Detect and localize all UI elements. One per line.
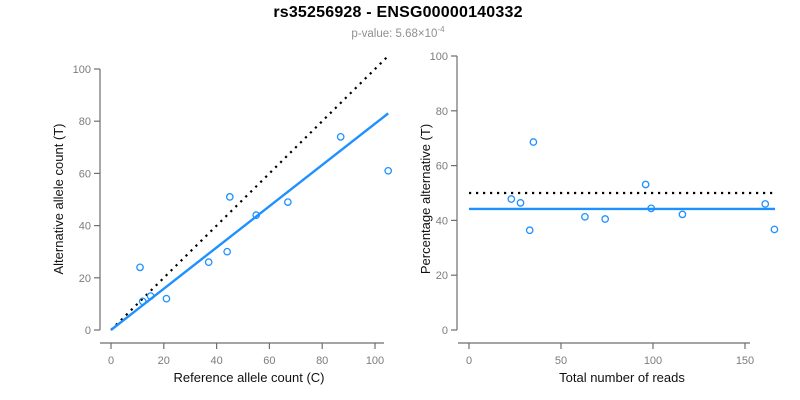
data-point (336, 133, 345, 141)
y-tick-label: 20 (436, 270, 448, 282)
figure-subtitle: p-value: 5.68×10-4 (0, 25, 796, 40)
x-tick-label: 50 (555, 355, 567, 367)
data-point (146, 292, 155, 300)
figure-title: rs35256928 - ENSG00000140332 (273, 4, 523, 21)
data-point (770, 225, 779, 234)
y-tick-label: 60 (436, 161, 448, 173)
data-point (678, 210, 687, 219)
data-point (284, 198, 292, 206)
x-axis-title: Reference allele count (C) (173, 370, 324, 385)
left-plot: 0 20 40 60 80 100 0 20 40 60 80 100 Reference allele… (51, 55, 393, 385)
pvalue-prefix: p-value: (351, 27, 396, 40)
data-point (529, 138, 538, 146)
y-tick-label: 80 (79, 116, 91, 128)
regression-line (110, 112, 389, 331)
data-point (223, 247, 232, 256)
data-point (525, 226, 534, 235)
data-point (581, 212, 589, 221)
x-tick-label: 80 (316, 355, 328, 367)
x-tick-label: 150 (736, 355, 754, 367)
y-tick-label: 40 (79, 221, 91, 233)
data-point (384, 166, 393, 175)
data-point (225, 193, 234, 201)
y-tick-label: 20 (79, 273, 91, 285)
y-tick-label: 80 (436, 106, 448, 118)
pvalue-times: ×10 (417, 27, 438, 40)
data-point (647, 204, 656, 213)
y-axis-title: Alternative allele count (T) (51, 123, 66, 274)
y-tick-label: 0 (85, 325, 91, 337)
data-point (162, 294, 171, 303)
x-tick-label: 100 (644, 355, 662, 367)
data-point (601, 215, 610, 223)
y-tick-label: 60 (79, 168, 91, 180)
data-point (138, 297, 147, 306)
y-tick-label: 40 (436, 215, 448, 227)
x-tick-label: 100 (366, 355, 384, 367)
pvalue-exponent: -4 (437, 25, 445, 34)
data-point (761, 200, 770, 208)
x-tick-label: 40 (210, 355, 222, 367)
data-point (204, 258, 213, 266)
data-point (641, 180, 650, 189)
data-point (136, 263, 144, 272)
x-tick-label: 60 (263, 355, 275, 367)
identity-line (110, 55, 389, 331)
x-tick-label: 0 (466, 355, 472, 367)
x-axis-title: Total number of reads (559, 370, 685, 385)
y-tick-label: 100 (73, 64, 91, 76)
data-point (507, 195, 516, 203)
x-tick-label: 0 (108, 355, 114, 367)
y-axis-title: Percentage alternative (T) (418, 124, 433, 274)
y-tick-label: 0 (442, 325, 448, 337)
pvalue-mantissa: 5.68 (395, 27, 418, 40)
data-point (516, 199, 525, 207)
x-tick-label: 20 (158, 355, 170, 367)
y-tick-label: 100 (430, 51, 448, 63)
right-plot: 0 20 40 60 80 100 0 50 100 150 Total number of rea… (418, 51, 779, 385)
data-point (252, 211, 261, 220)
